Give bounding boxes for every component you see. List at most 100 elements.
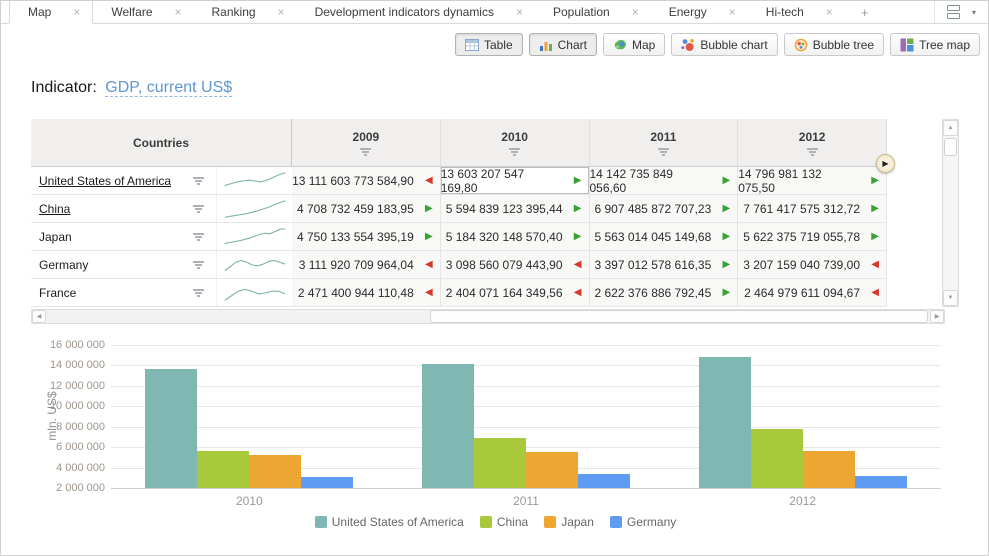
- filter-icon[interactable]: [193, 232, 204, 241]
- tab-map[interactable]: Map ×: [9, 1, 94, 24]
- split-layout-icon[interactable]: [946, 5, 960, 19]
- add-tab-button[interactable]: +: [860, 4, 869, 20]
- expand-columns-button[interactable]: ▶: [876, 154, 895, 173]
- value-cell[interactable]: 4 708 732 459 183,95 ▶: [292, 195, 441, 222]
- bar-japan-2011[interactable]: [526, 451, 578, 488]
- country-link[interactable]: France: [39, 285, 77, 300]
- year-column-header-2010[interactable]: 2010: [441, 119, 590, 166]
- scroll-down-button[interactable]: ▼: [943, 290, 958, 306]
- filter-icon[interactable]: [193, 260, 204, 269]
- bar-china-2012[interactable]: [750, 429, 803, 488]
- vertical-scroll-thumb[interactable]: [944, 138, 957, 156]
- close-icon[interactable]: ×: [825, 5, 833, 19]
- y-tick-label: 8 000 000: [56, 420, 105, 433]
- bar-germany-2010[interactable]: [301, 476, 354, 488]
- value-cell[interactable]: 5 184 320 148 570,40 ▶: [440, 223, 590, 250]
- country-link[interactable]: United States of America: [39, 173, 172, 188]
- country-link[interactable]: Germany: [39, 257, 89, 272]
- year-header-label: 2009: [352, 129, 380, 144]
- year-column-header-2011[interactable]: 2011: [590, 119, 739, 166]
- value-cell[interactable]: 4 750 133 554 395,19 ▶: [292, 223, 441, 250]
- view-button-chart[interactable]: Chart: [528, 33, 597, 56]
- year-column-header-2012[interactable]: 2012: [738, 119, 887, 166]
- view-button-bubble-chart[interactable]: Bubble chart: [671, 33, 778, 56]
- filter-icon[interactable]: [360, 147, 372, 156]
- filter-icon[interactable]: [657, 147, 669, 156]
- value-cell[interactable]: 6 907 485 872 707,23 ▶: [589, 195, 739, 222]
- bar-japan-2012[interactable]: [802, 451, 855, 488]
- tab-energy[interactable]: Energy ×: [651, 1, 748, 23]
- year-column-header-2009[interactable]: 2009: [292, 119, 441, 166]
- value-cell[interactable]: 5 594 839 123 395,44 ▶: [440, 195, 590, 222]
- filter-icon[interactable]: [193, 204, 204, 213]
- view-button-bubble-tree[interactable]: Bubble tree: [783, 33, 885, 56]
- country-cell: China: [31, 195, 216, 222]
- table-horizontal-scrollbar[interactable]: ◀ ▶: [31, 309, 945, 324]
- bar-germany-2012[interactable]: [854, 475, 907, 488]
- value-cell[interactable]: 5 622 375 719 055,78 ▶: [738, 223, 887, 250]
- countries-column-header[interactable]: Countries: [31, 119, 292, 166]
- table-row-united-states-of-america: United States of America 13 111 603 773 5…: [31, 167, 887, 195]
- table-vertical-scrollbar[interactable]: ▲ ▼: [942, 119, 959, 307]
- tab-ranking[interactable]: Ranking ×: [194, 1, 297, 23]
- data-table: Countries 2009 2010 2011 2012 United States…: [31, 119, 887, 307]
- value-cell[interactable]: 14 796 981 132 075,50 ▶: [738, 167, 887, 195]
- filter-icon[interactable]: [193, 288, 204, 297]
- bar-united-states-of-america-2011[interactable]: [422, 363, 474, 488]
- tab-development-indicators-dynamics[interactable]: Development indicators dynamics ×: [297, 1, 535, 23]
- filter-icon[interactable]: [193, 176, 204, 185]
- value-cell[interactable]: 5 563 014 045 149,68 ▶: [589, 223, 739, 250]
- view-toolbar: Table Chart Map Bubble chart Bubble tree Tree…: [454, 33, 980, 56]
- tab-population[interactable]: Population ×: [535, 1, 651, 23]
- view-button-map[interactable]: Map: [602, 33, 666, 56]
- close-icon[interactable]: ×: [73, 5, 81, 19]
- close-icon[interactable]: ×: [631, 5, 639, 19]
- scroll-up-button[interactable]: ▲: [943, 120, 958, 136]
- value-cell[interactable]: 3 098 560 079 443,90 ◀: [440, 251, 590, 278]
- value-cell[interactable]: 2 471 400 944 110,48 ◀: [292, 279, 441, 306]
- filter-icon[interactable]: [509, 147, 521, 156]
- tab-label: Map: [28, 5, 52, 19]
- close-icon[interactable]: ×: [728, 5, 736, 19]
- value-cell[interactable]: 2 464 979 611 094,67 ◀: [738, 279, 887, 306]
- horizontal-scroll-thumb[interactable]: [430, 310, 928, 323]
- cell-value: 14 142 735 849 056,60: [589, 166, 673, 195]
- close-icon[interactable]: ×: [277, 5, 285, 19]
- scroll-left-button[interactable]: ◀: [32, 310, 46, 323]
- legend-label: China: [496, 515, 529, 529]
- bar-china-2011[interactable]: [474, 437, 526, 488]
- view-button-table[interactable]: Table: [454, 33, 523, 56]
- bar-united-states-of-america-2010[interactable]: [145, 369, 198, 488]
- value-cell[interactable]: 3 207 159 040 739,00 ◀: [738, 251, 887, 278]
- value-cell[interactable]: 3 397 012 578 616,35 ▶: [589, 251, 739, 278]
- country-link[interactable]: China: [39, 201, 71, 216]
- value-cell[interactable]: 13 603 207 547 169,80 ▶: [440, 167, 590, 195]
- trend-down-icon: ◀: [425, 174, 433, 186]
- filter-icon[interactable]: [806, 147, 818, 156]
- legend-label: Japan: [561, 515, 594, 529]
- view-button-label: Tree map: [919, 37, 970, 52]
- bar-germany-2011[interactable]: [578, 473, 630, 488]
- view-button-tree-map[interactable]: Tree map: [890, 33, 980, 56]
- bar-united-states-of-america-2012[interactable]: [698, 357, 751, 488]
- value-cell[interactable]: 7 761 417 575 312,72 ▶: [738, 195, 887, 222]
- value-cell[interactable]: 3 111 920 709 964,04 ◀: [292, 251, 441, 278]
- indicator-link[interactable]: GDP, current US$: [105, 79, 233, 97]
- value-cell[interactable]: 2 404 071 164 349,56 ◀: [440, 279, 590, 306]
- value-cell[interactable]: 2 622 376 886 792,45 ▶: [589, 279, 739, 306]
- close-icon[interactable]: ×: [174, 5, 182, 19]
- scroll-right-button[interactable]: ▶: [930, 310, 944, 323]
- tab-welfare[interactable]: Welfare ×: [93, 1, 193, 23]
- trend-up-icon: ▶: [722, 286, 731, 298]
- value-cell[interactable]: 13 111 603 773 584,90 ◀: [292, 167, 441, 194]
- close-icon[interactable]: ×: [515, 5, 523, 19]
- bar-china-2010[interactable]: [197, 451, 250, 488]
- view-button-label: Chart: [557, 37, 587, 52]
- trend-up-icon: ▶: [722, 202, 731, 214]
- sparkline-cell: [216, 251, 292, 278]
- country-link[interactable]: Japan: [39, 229, 72, 244]
- value-cell[interactable]: 14 142 735 849 056,60 ▶: [589, 166, 739, 195]
- bar-japan-2010[interactable]: [249, 455, 302, 488]
- chevron-down-icon[interactable]: ▾: [971, 7, 976, 17]
- tab-hi-tech[interactable]: Hi-tech ×: [748, 1, 845, 23]
